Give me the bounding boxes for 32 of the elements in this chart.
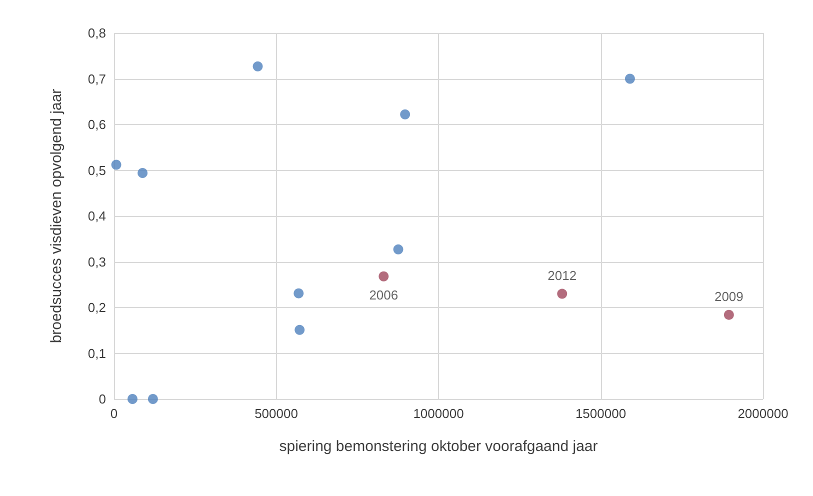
point — [148, 394, 158, 404]
point — [128, 394, 138, 404]
point — [294, 324, 305, 335]
y-tick-label: 0,1 — [88, 346, 106, 361]
y-tick-label: 0 — [98, 392, 106, 406]
annotation: 2006 — [369, 287, 398, 302]
point — [400, 109, 410, 120]
point — [393, 244, 404, 254]
x-tick-label: 1000000 — [413, 406, 464, 421]
annotation: 2012 — [548, 268, 577, 283]
annotation: 2009 — [714, 288, 744, 304]
point — [138, 168, 148, 178]
point — [378, 271, 389, 282]
y-tick-label: 0,7 — [88, 71, 106, 86]
point — [724, 310, 734, 320]
y-axis-title: broedsucces visdieven opvolgend jaar — [48, 88, 65, 344]
x-tick-label: 1500000 — [575, 406, 626, 421]
y-tick-label: 0,6 — [88, 117, 106, 132]
x-axis-title: spiering bemonstering oktober voorafgaand jaar — [279, 438, 598, 455]
point — [294, 288, 304, 298]
y-tick-label: 0,4 — [88, 208, 106, 224]
point — [557, 288, 568, 299]
y-tick-label: 0,8 — [88, 26, 106, 40]
point — [624, 74, 635, 84]
point — [111, 160, 122, 170]
y-tick-label: 0,5 — [88, 162, 106, 178]
y-tick-label: 0,2 — [88, 300, 106, 315]
y-tick-label: 0,3 — [88, 254, 106, 270]
x-tick-label: 500000 — [254, 406, 298, 421]
x-tick-label: 2000000 — [738, 406, 788, 421]
point — [252, 61, 263, 72]
x-tick-label: 0 — [110, 406, 118, 421]
